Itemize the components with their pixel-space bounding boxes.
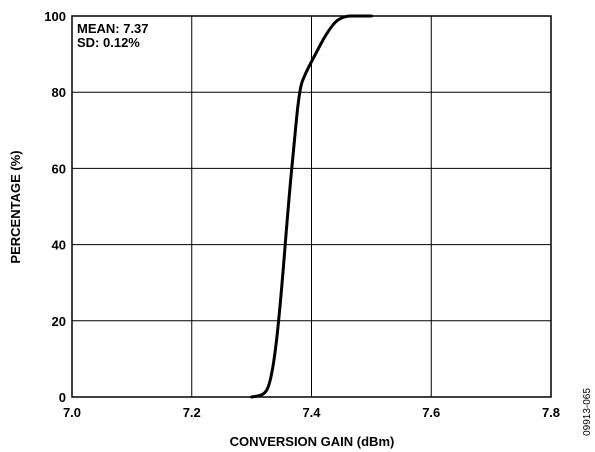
x-tick-label: 7.8 — [542, 405, 560, 420]
y-axis-title: PERCENTAGE (%) — [8, 150, 23, 263]
y-tick-labels: 0 20 40 60 80 100 — [44, 9, 66, 405]
y-tick-label: 40 — [52, 238, 66, 253]
plot-frame — [71, 15, 552, 398]
grid-lines — [71, 15, 552, 398]
y-tick-label: 0 — [59, 390, 66, 405]
x-tick-label: 7.6 — [422, 405, 440, 420]
stat-annotation: SD: 0.12% — [77, 35, 140, 50]
figure-id-label: 09913-065 — [582, 388, 593, 436]
x-tick-label: 7.0 — [63, 405, 81, 420]
x-tick-label: 7.4 — [302, 405, 321, 420]
stat-annotation: MEAN: 7.37 — [77, 21, 149, 36]
y-tick-label: 60 — [52, 161, 66, 176]
y-tick-label: 80 — [52, 85, 66, 100]
x-axis-title: CONVERSION GAIN (dBm) — [230, 434, 395, 449]
x-tick-labels: 7.0 7.2 7.4 7.6 7.8 — [63, 405, 560, 420]
y-tick-label: 20 — [52, 314, 66, 329]
y-tick-label: 100 — [44, 9, 66, 24]
x-tick-label: 7.2 — [183, 405, 201, 420]
